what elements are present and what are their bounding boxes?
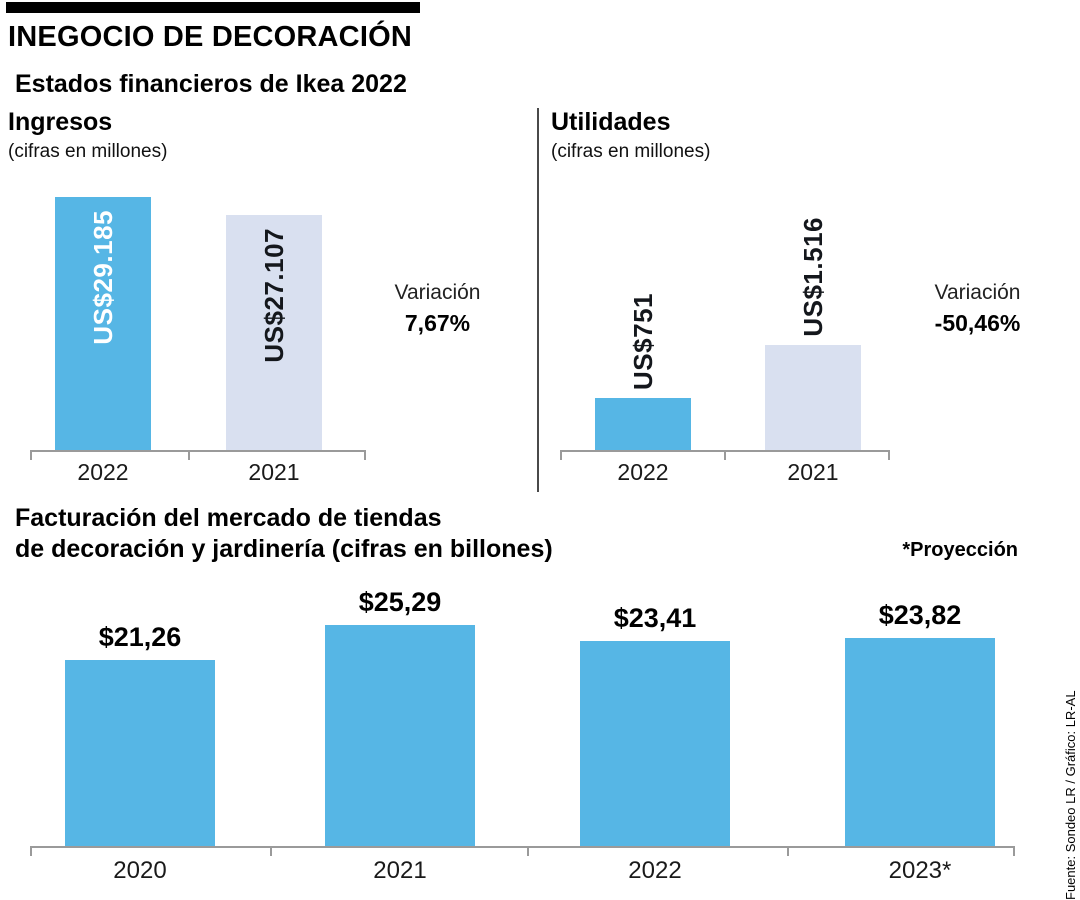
utilidades-variation-label: Variación [934, 281, 1021, 304]
axis-tick [30, 452, 32, 460]
utilidades-barcol-2022: US$751 [595, 293, 691, 450]
facturacion-barcol-2023: $23,82 [845, 600, 995, 846]
ingresos-units-label: (cifras en millones) [8, 141, 168, 162]
utilidades-bar-2022-value-label: US$751 [627, 293, 658, 390]
utilidades-bar-2021 [765, 345, 861, 450]
utilidades-units-label: (cifras en millones) [551, 141, 711, 162]
facturacion-bar-2022-value-label: $23,41 [613, 603, 697, 634]
chart-divider [537, 108, 539, 492]
facturacion-bar-2020 [65, 660, 215, 846]
ingresos-category-2021: 2021 [248, 459, 300, 485]
facturacion-barcol-2021: $25,29 [325, 587, 475, 846]
ingresos-variation-value: 7,67% [404, 310, 471, 336]
axis-tick [1013, 848, 1015, 856]
ingresos-category-2022: 2022 [77, 459, 129, 485]
utilidades-variation: Variación -50,46% [925, 281, 1030, 337]
ingresos-bar-2021: US$27.107 [226, 215, 322, 450]
utilidades-variation-value: -50,46% [934, 310, 1021, 336]
ingresos-plot: US$29.185 US$27.107 [30, 195, 366, 460]
page-title: INEGOCIO DE DECORACIÓN [8, 21, 412, 53]
utilidades-category-2021: 2021 [787, 459, 839, 485]
facturacion-bar-2023 [845, 637, 995, 846]
utilidades-plot: US$751 US$1.516 [560, 195, 890, 460]
facturacion-bar-2021-value-label: $25,29 [358, 587, 442, 617]
facturacion-bar-2022 [580, 641, 730, 846]
axis-tick [188, 452, 190, 460]
ingresos-bar-2022-value-label: US$29.185 [87, 210, 118, 345]
axis-tick [560, 452, 562, 460]
facturacion-bar-2021 [325, 625, 475, 846]
ingresos-bar-2021-value-label: US$27.107 [258, 228, 289, 363]
axis-tick [527, 848, 529, 856]
facturacion-barcol-2022: $23,41 [580, 603, 730, 846]
projection-note: *Proyección [902, 539, 1018, 561]
axis-tick [364, 452, 366, 460]
facturacion-title-line1: Facturación del mercado de tiendas [15, 504, 442, 532]
facturacion-category-2020: 2020 [113, 857, 167, 884]
top-accent-bar [6, 2, 420, 13]
facturacion-plot: $21,26 $25,29 $23,41 $23,82 [30, 587, 1015, 856]
facturacion-bar-2020-value-label: $21,26 [98, 622, 182, 653]
ingresos-title: Ingresos [8, 108, 113, 136]
axis-tick [724, 452, 726, 460]
facturacion-title-line2: de decoración y jardinería (cifras en bi… [15, 535, 553, 563]
utilidades-barcol-2021: US$1.516 [765, 217, 861, 450]
ingresos-variation: Variación 7,67% [385, 281, 490, 337]
ingresos-bar-2022: US$29.185 [55, 197, 151, 450]
utilidades-title: Utilidades [551, 108, 671, 136]
axis-tick [30, 848, 32, 856]
facturacion-barcol-2020: $21,26 [65, 622, 215, 846]
axis-tick [270, 848, 272, 856]
source-credit: Fuente: Sondeo LR / Gráfico: LR-AL [1063, 690, 1078, 900]
facturacion-title: Facturación del mercado de tiendas de de… [15, 503, 553, 565]
ingresos-variation-label: Variación [394, 281, 481, 304]
page-subtitle: Estados financieros de Ikea 2022 [15, 70, 407, 98]
axis-tick [787, 848, 789, 856]
axis-tick [888, 452, 890, 460]
utilidades-bar-2021-value-label: US$1.516 [797, 217, 828, 337]
utilidades-bar-2022 [595, 398, 691, 450]
utilidades-category-2022: 2022 [617, 459, 669, 485]
facturacion-category-2021: 2021 [373, 857, 427, 884]
facturacion-category-2022: 2022 [628, 857, 682, 884]
facturacion-bar-2023-value-label: $23,82 [878, 599, 962, 630]
facturacion-category-2023: 2023* [888, 857, 952, 884]
